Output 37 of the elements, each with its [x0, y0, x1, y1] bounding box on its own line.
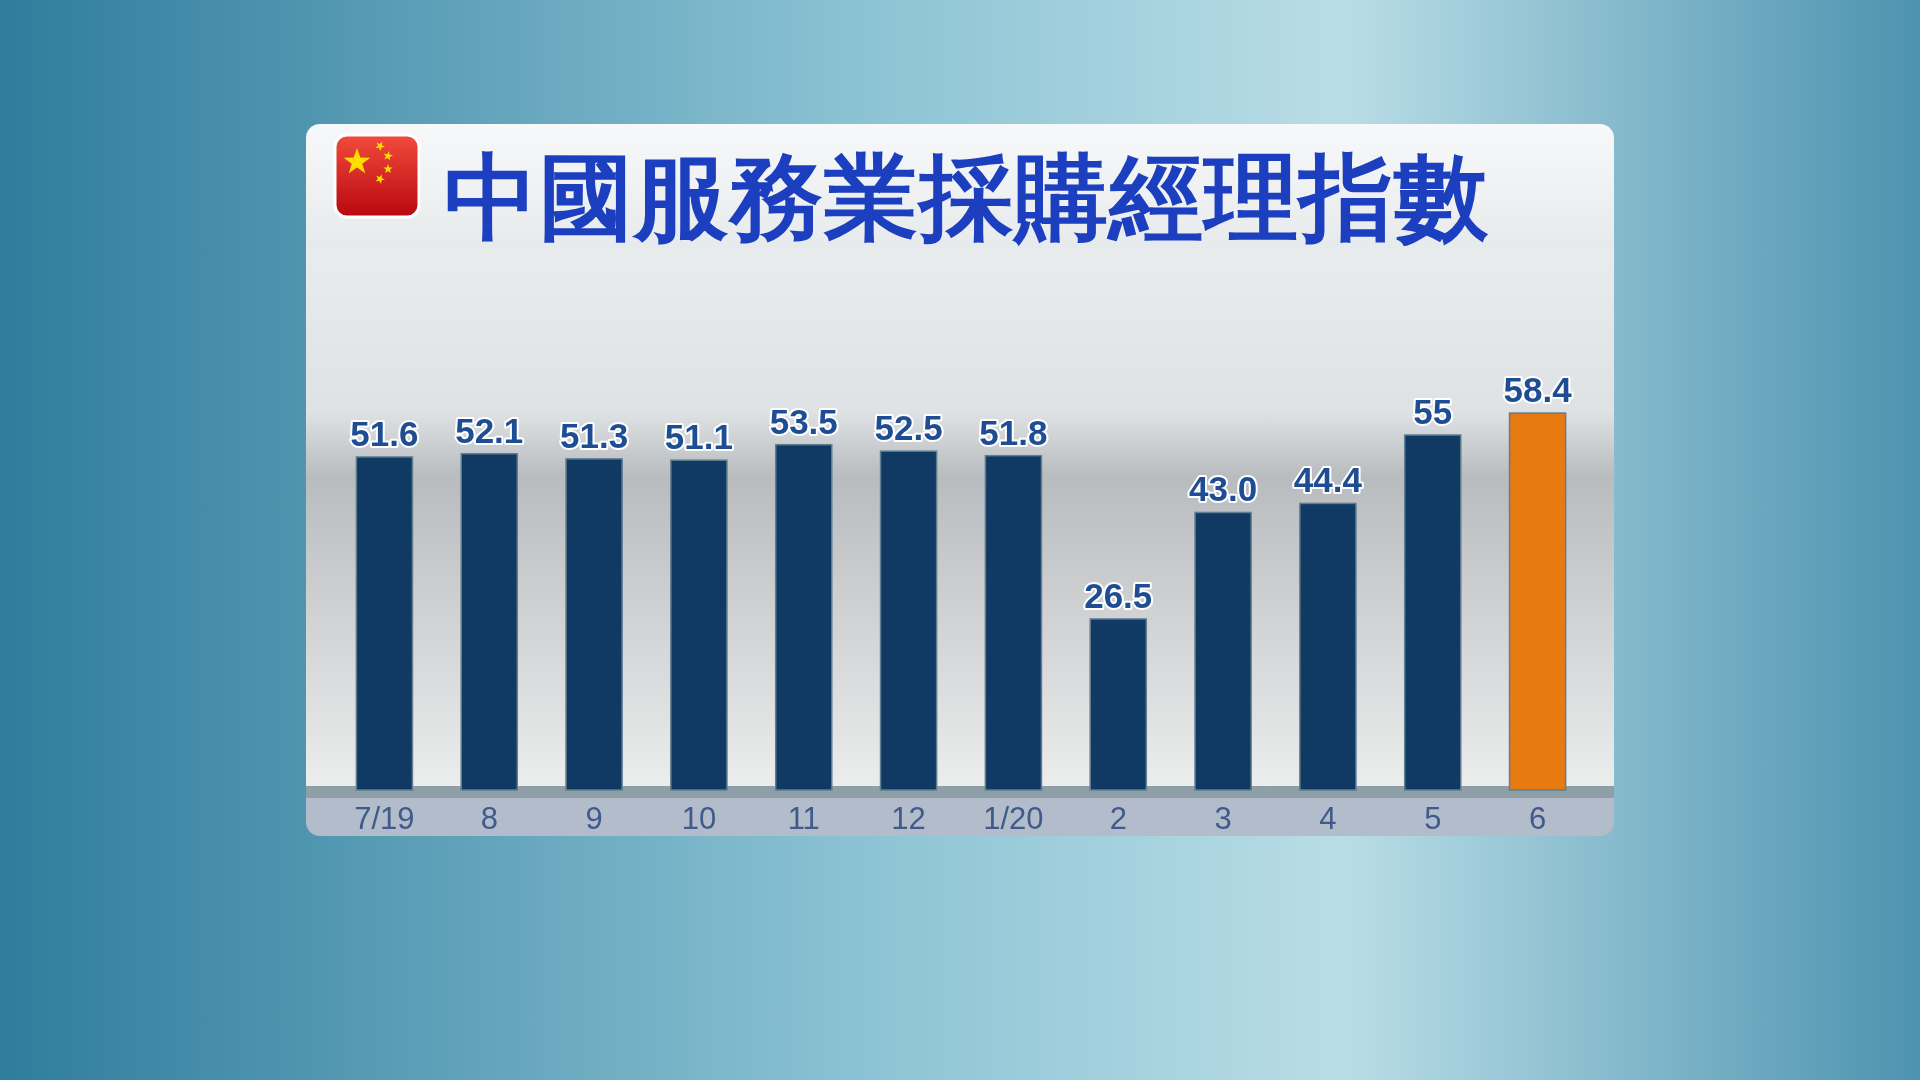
data-label: 52.5: [874, 408, 943, 448]
data-label: 51.3: [560, 415, 629, 455]
data-label: 51.6: [350, 413, 419, 453]
bar: [1299, 502, 1357, 791]
chart-title: 中國服務業採購經理指數: [444, 143, 1489, 252]
bar: [1089, 618, 1148, 791]
x-tick-label: 2: [1109, 801, 1127, 836]
bar: [355, 456, 414, 791]
data-label: 55: [1413, 392, 1453, 432]
data-label: 44.4: [1293, 460, 1363, 500]
x-tick-label: 1/20: [983, 801, 1044, 836]
bar: [984, 454, 1043, 791]
x-tick-label: 10: [681, 801, 717, 836]
data-label: 58.4: [1503, 370, 1573, 410]
bar: [1194, 511, 1252, 791]
x-tick-label: 11: [787, 801, 820, 836]
data-label: 43.0: [1189, 469, 1258, 509]
x-tick-label: 7/19: [354, 801, 415, 836]
x-tick-label: 12: [891, 801, 926, 836]
x-tick-label: 5: [1424, 801, 1442, 836]
x-tick-label: 8: [480, 801, 498, 836]
x-tick-label: 3: [1214, 801, 1232, 836]
x-tick-label: 4: [1319, 801, 1337, 836]
x-tick-label: 6: [1528, 801, 1547, 836]
bar: [879, 450, 938, 791]
bar: [774, 443, 833, 791]
data-label: 51.8: [979, 412, 1048, 452]
data-label: 26.5: [1084, 575, 1153, 615]
data-label: 53.5: [769, 401, 838, 441]
bar: [1508, 412, 1567, 791]
bar: [670, 459, 728, 791]
bar: [460, 452, 519, 791]
bar: [565, 458, 623, 791]
data-label: 51.1: [664, 417, 733, 457]
data-label: 52.1: [455, 410, 524, 450]
bar: [1403, 434, 1462, 791]
x-tick-label: 9: [585, 801, 603, 836]
